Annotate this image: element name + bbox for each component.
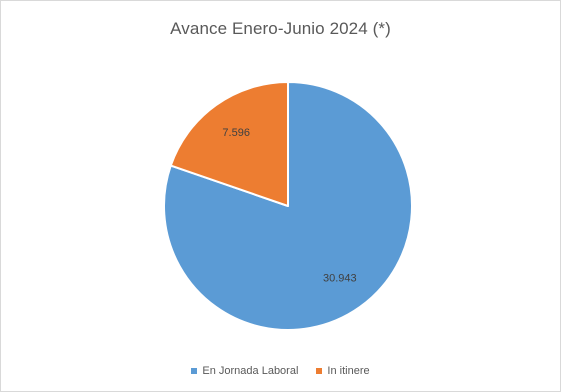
legend-item-en-jornada-laboral: En Jornada Laboral [191,365,298,377]
pie-slice-in-itinere [169,81,289,207]
pie-slices [163,81,413,331]
legend-label-en-jornada-laboral: En Jornada Laboral [202,365,299,377]
chart-title: Avance Enero-Junio 2024 (*) [170,19,391,38]
legend-item-in-itinere: In itinere [316,365,370,377]
data-label-en-jornada-laboral: 30.943 [323,273,357,285]
chart-legend: En Jornada Laboral In itinere [1,365,560,377]
pie-data-labels: 30.943 7.596 [222,127,356,284]
legend-swatch-en-jornada-laboral [191,368,198,374]
legend-swatch-in-itinere [316,368,323,374]
legend-label-in-itinere: In itinere [327,365,370,377]
data-label-in-itinere: 7.596 [222,127,250,139]
